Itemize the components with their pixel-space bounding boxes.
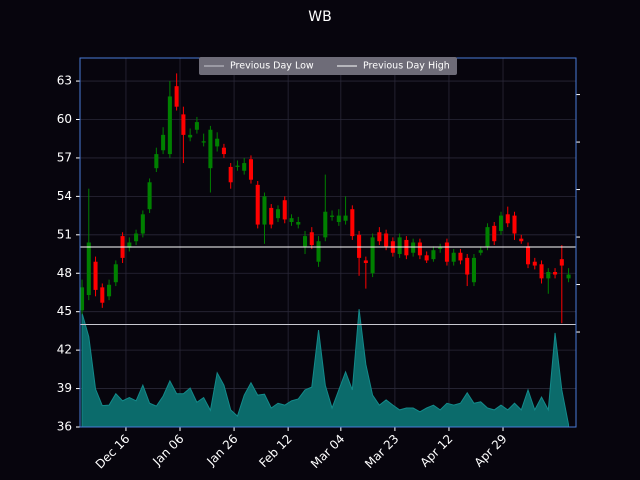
x-tick-label: Jan 06: [149, 432, 186, 469]
legend-label: Previous Day High: [363, 61, 450, 72]
candle-body: [161, 134, 166, 151]
candle-body: [566, 274, 571, 279]
candle-body: [350, 209, 355, 237]
candle-body: [154, 154, 159, 169]
x-tick-label: Apr 12: [417, 432, 455, 470]
candle-body: [539, 264, 544, 279]
candle-body: [465, 257, 470, 275]
candle-body: [485, 227, 490, 247]
candle-body: [221, 147, 226, 155]
y-tick-label: 60: [57, 112, 72, 126]
candle-body: [93, 261, 98, 290]
candle-body: [404, 239, 409, 256]
candle-body: [451, 252, 456, 262]
candle-body: [289, 218, 294, 222]
candle-body: [532, 261, 537, 266]
candle-body: [201, 141, 206, 143]
plot-frame: [79, 57, 577, 428]
y-tick-label: 42: [57, 343, 72, 357]
y-tick-label: 54: [57, 189, 72, 203]
candle-body: [302, 236, 308, 247]
legend: [199, 57, 457, 75]
candle-body: [296, 222, 301, 225]
candle-body: [411, 242, 416, 253]
candle-body: [471, 257, 476, 283]
candle-body: [215, 138, 220, 147]
x-tick-label: Apr 29: [472, 432, 510, 470]
candle-body: [248, 159, 253, 180]
candle-body: [181, 114, 186, 135]
candle-body: [228, 166, 233, 183]
candle-body: [255, 184, 260, 225]
legend-label: Previous Day Low: [230, 61, 314, 72]
chart-title: WB: [308, 9, 331, 25]
candle-body: [309, 232, 314, 246]
candle-body: [512, 215, 517, 234]
candle-body: [505, 214, 510, 224]
candle-body: [431, 250, 436, 260]
candle-body: [188, 134, 193, 138]
candle-body: [384, 233, 389, 247]
candle-body: [134, 233, 139, 242]
candle-body: [553, 271, 558, 275]
y-tick-label: 63: [57, 74, 72, 88]
candle-body: [478, 250, 483, 253]
candle-body: [397, 237, 402, 255]
candle-body: [363, 260, 368, 263]
candle-body: [174, 86, 179, 107]
candle-body: [275, 209, 281, 219]
candle-body: [140, 214, 145, 234]
candle-body: [377, 232, 382, 242]
candle-body: [519, 238, 524, 242]
candle-body: [330, 215, 335, 217]
x-tick-label: Jan 26: [203, 432, 240, 469]
candle-body: [107, 284, 112, 297]
x-tick-label: Feb 12: [256, 432, 294, 470]
candle-body: [546, 271, 551, 279]
candle-body: [86, 242, 91, 296]
candle-body: [113, 264, 118, 283]
y-tick-label: 45: [57, 304, 72, 318]
candle-body: [242, 163, 247, 171]
y-tick-label: 57: [57, 150, 72, 164]
candle-body: [100, 287, 105, 303]
candle-body: [492, 225, 497, 242]
candle-body: [167, 96, 172, 155]
y-tick-label: 51: [57, 227, 72, 241]
candle-body: [357, 234, 362, 258]
candle-body: [343, 215, 348, 221]
candle-body: [269, 207, 274, 225]
candle-body: [235, 165, 240, 167]
candle-body: [323, 211, 328, 238]
candle-body: [194, 122, 199, 130]
x-tick-label: Dec 16: [93, 432, 133, 472]
candle-body: [336, 215, 341, 222]
candle-body: [127, 242, 132, 248]
x-tick-label: Mar 23: [362, 432, 401, 471]
candle-body: [208, 129, 213, 169]
candle-body: [559, 259, 564, 266]
candle-body: [525, 246, 531, 265]
y-tick-label: 39: [57, 381, 72, 395]
candle-body: [147, 182, 152, 210]
candle-body: [417, 242, 422, 256]
candle-body: [262, 196, 267, 225]
candle-body: [444, 242, 449, 262]
volume-area: [81, 309, 570, 428]
candle-body: [438, 247, 443, 249]
candle-body: [316, 241, 321, 262]
y-tick-label: 36: [57, 420, 72, 434]
candle-body: [498, 215, 504, 231]
candle-body: [370, 237, 375, 274]
y-tick-label: 48: [57, 266, 72, 280]
x-tick-label: Mar 04: [308, 432, 347, 471]
candle-body: [458, 252, 463, 261]
candle-body: [282, 200, 287, 220]
candle-body: [80, 287, 85, 311]
candle-body: [424, 255, 429, 261]
